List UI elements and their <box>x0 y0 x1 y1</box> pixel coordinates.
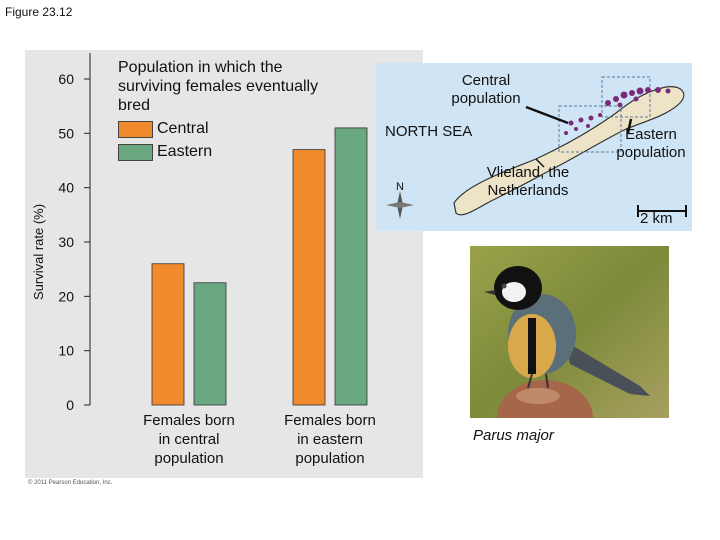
bar-eastern <box>193 282 227 406</box>
map-label-eastern: Eastern population <box>616 126 686 161</box>
y-tick-label: 40 <box>58 180 74 196</box>
great-tit-image <box>470 246 669 418</box>
legend-label-central: Central <box>157 120 209 137</box>
legend-swatch-central <box>118 121 153 138</box>
map-panel <box>376 63 692 231</box>
bar-central <box>151 263 185 406</box>
x-category-label: population <box>154 450 223 467</box>
figure-label: Figure 23.12 <box>5 5 73 19</box>
x-category-label: population <box>295 450 364 467</box>
y-tick-label: 20 <box>58 288 74 304</box>
legend-swatch-eastern <box>118 144 153 161</box>
compass-icon <box>386 191 414 219</box>
map-label-scale: 2 km <box>640 210 673 227</box>
y-tick-label: 0 <box>66 397 74 413</box>
island-map <box>386 76 687 219</box>
x-category-label: Females born <box>284 412 376 429</box>
copyright: © 2011 Pearson Education, Inc. <box>28 480 113 486</box>
island-shape <box>453 86 685 216</box>
bar-eastern <box>334 127 368 406</box>
species-caption: Parus major <box>473 427 554 444</box>
eastern-pointer <box>626 118 633 134</box>
map-label-north-sea: NORTH SEA <box>385 123 473 140</box>
x-category-label: in central <box>159 431 220 448</box>
x-category-label: in eastern <box>297 431 363 448</box>
central-region-box <box>558 105 622 153</box>
bird-territories <box>564 87 671 135</box>
y-tick-label: 30 <box>58 234 74 250</box>
map-label-island: Vlieland, the Netherlands <box>486 164 570 199</box>
legend-label-eastern: Eastern <box>157 143 213 160</box>
x-category-label: Females born <box>143 412 235 429</box>
y-tick-label: 60 <box>58 71 74 87</box>
bar-central <box>292 149 326 406</box>
island-pointer <box>535 158 545 168</box>
y-axis-label: Survival rate (%) <box>31 204 46 300</box>
y-tick-label: 10 <box>58 343 74 359</box>
y-tick-label: 50 <box>58 125 74 141</box>
bird-photo <box>470 246 669 418</box>
eastern-region-box <box>601 76 651 118</box>
map-label-central: Central population <box>451 72 521 107</box>
legend-title: Population in which the surviving female… <box>118 59 319 114</box>
map-label-north: N <box>396 181 404 193</box>
central-pointer <box>525 105 569 125</box>
